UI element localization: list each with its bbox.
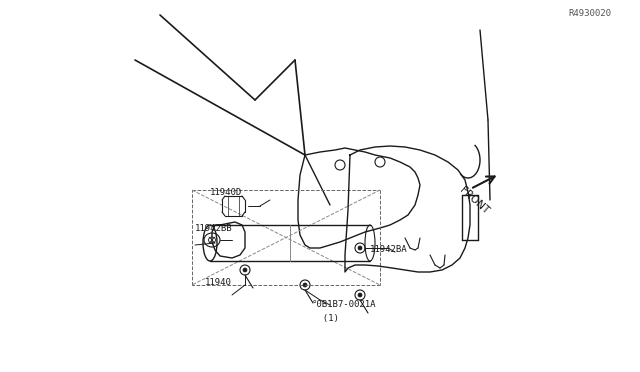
Circle shape <box>358 246 362 250</box>
Text: FRONT: FRONT <box>458 185 490 217</box>
Text: °0B1B7-0021A: °0B1B7-0021A <box>312 300 376 309</box>
Text: 11942BB: 11942BB <box>195 224 232 233</box>
Text: (1): (1) <box>312 314 339 323</box>
Circle shape <box>243 268 247 272</box>
Circle shape <box>303 283 307 287</box>
Text: 11940: 11940 <box>205 278 232 287</box>
Text: 11940D: 11940D <box>210 188 243 197</box>
Text: 11942BA: 11942BA <box>370 245 408 254</box>
Circle shape <box>358 293 362 297</box>
Text: R4930020: R4930020 <box>568 9 611 18</box>
